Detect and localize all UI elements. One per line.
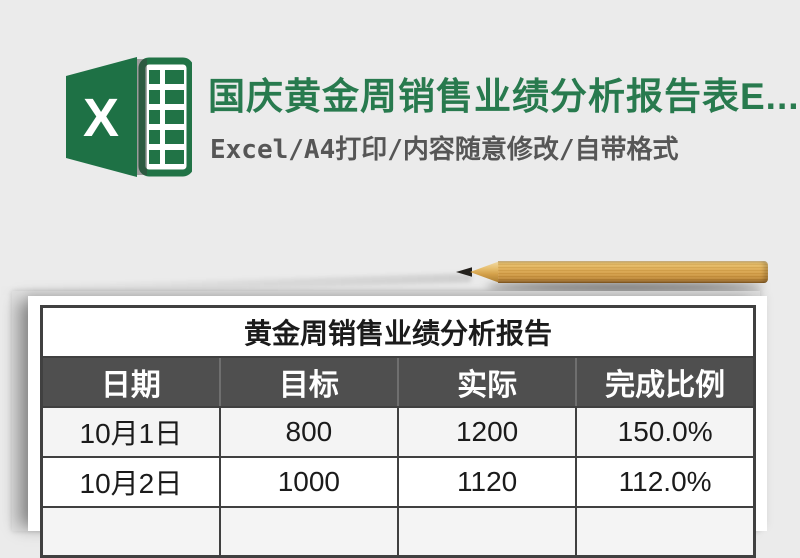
cell-date	[40, 505, 221, 558]
cell-actual: 1200	[396, 405, 578, 458]
excel-logo-icon: X	[66, 57, 192, 177]
table-row: 10月1日 800 1200 150.0%	[40, 405, 756, 458]
pencil-wood-cone	[470, 261, 500, 283]
cell-target: 800	[218, 405, 400, 458]
cell-completion: 150.0%	[575, 405, 756, 458]
excel-flap	[66, 57, 137, 177]
template-subtitle: Excel/A4打印/内容随意修改/自带格式	[210, 135, 679, 165]
excel-x-letter: X	[83, 88, 119, 148]
cell-target: 1000	[218, 455, 400, 508]
table-header-row: 日期 目标 实际 完成比例	[40, 355, 756, 408]
table-title: 黄金周销售业绩分析报告	[40, 305, 756, 358]
column-header-target: 目标	[218, 355, 400, 408]
cell-completion: 112.0%	[575, 455, 756, 508]
pencil-body	[498, 261, 768, 283]
column-header-actual: 实际	[396, 355, 578, 408]
excel-sheet-cells	[149, 70, 184, 164]
cell-actual	[396, 505, 578, 558]
cell-target	[218, 505, 400, 558]
report-table: 黄金周销售业绩分析报告 日期 目标 实际 完成比例 10月1日 800 1200…	[40, 305, 756, 558]
cell-actual: 1120	[396, 455, 578, 508]
template-preview-page: { "page": { "background": "#ebebeb" }, "…	[0, 57, 800, 558]
pencil-drop-shadow	[486, 282, 764, 291]
table-row-clipped	[40, 505, 756, 558]
cell-completion	[575, 505, 756, 558]
table-row: 10月2日 1000 1120 112.0%	[40, 455, 756, 508]
pencil-graphite-tip	[456, 267, 472, 277]
cell-date: 10月1日	[40, 405, 221, 458]
table-title-row: 黄金周销售业绩分析报告	[40, 305, 756, 358]
cell-date: 10月2日	[40, 455, 221, 508]
column-header-completion: 完成比例	[575, 355, 756, 408]
excel-fold-shadow	[137, 59, 147, 175]
column-header-date: 日期	[40, 355, 221, 408]
pencil-icon	[456, 259, 768, 285]
template-title: 国庆黄金周销售业绩分析报告表E...	[208, 76, 800, 117]
